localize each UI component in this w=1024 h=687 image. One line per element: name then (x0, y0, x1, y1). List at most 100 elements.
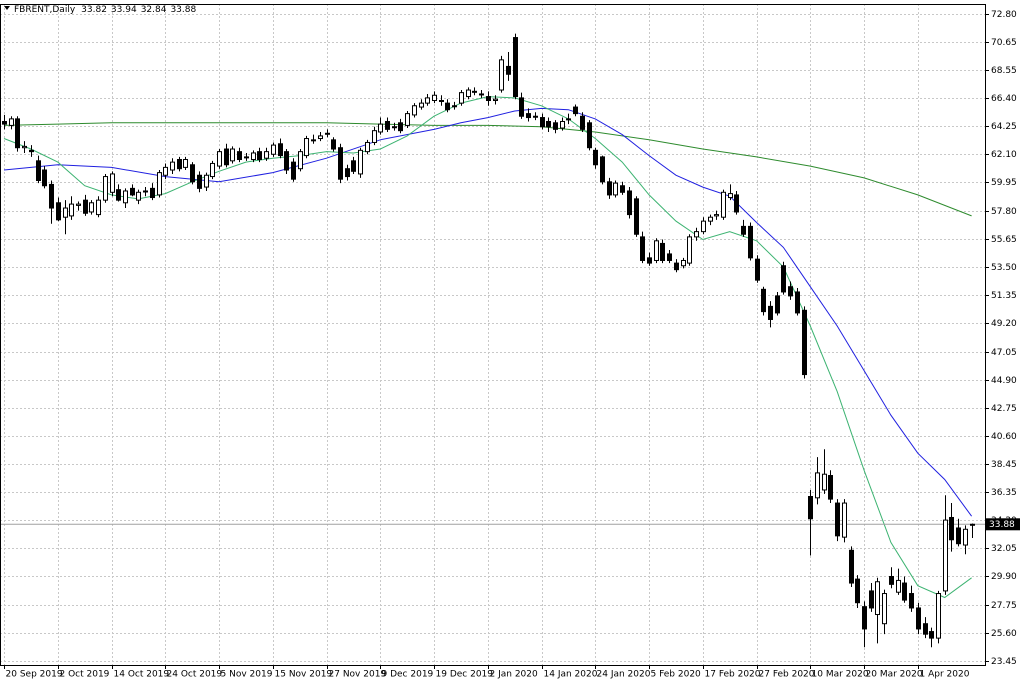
candle-body (849, 549, 854, 584)
candle-body (479, 93, 484, 96)
candle-body (116, 189, 121, 201)
candle-body (943, 519, 948, 592)
y-tick-label: 64.25 (991, 122, 1017, 132)
candle-body (755, 258, 760, 281)
candle-body (701, 220, 706, 233)
candle-body (29, 149, 34, 153)
x-tick-label: 24 Oct 2019 (167, 670, 223, 680)
candle-body (902, 582, 907, 601)
candle-body (956, 527, 961, 545)
candle-body (761, 288, 766, 313)
candle-body (130, 187, 135, 196)
candle-body (63, 207, 68, 218)
candle-body (694, 231, 699, 238)
candle-body (620, 185, 625, 193)
candle-body (613, 182, 618, 196)
candle-body (351, 160, 356, 172)
last-price-label: 33.88 (989, 520, 1015, 530)
candle-body (466, 89, 471, 98)
candle-body (452, 105, 457, 108)
candle-body (150, 187, 155, 199)
y-tick-label: 57.80 (991, 207, 1017, 217)
x-tick-label: 2 Oct 2019 (60, 670, 110, 680)
menu-icon (4, 6, 10, 10)
candle-body (600, 156, 605, 183)
candle-body (244, 156, 249, 159)
candle-body (378, 123, 383, 133)
candle-body (533, 115, 538, 118)
candle-body (445, 102, 450, 111)
candle-body (345, 168, 350, 178)
x-tick-label: 9 Dec 2019 (382, 670, 434, 680)
candle-body (49, 183, 54, 209)
y-tick-label: 51.35 (991, 291, 1017, 301)
candle-body (372, 130, 377, 143)
candle-body (472, 90, 477, 93)
axis-layer: 72.80 70.65 68.55 66.40 64.25 62.10 59.95 57.80… (4, 10, 1017, 680)
candle-body (385, 120, 390, 130)
candle-body (526, 113, 531, 119)
candle-body (157, 172, 162, 196)
header-close: 33.88 (170, 5, 196, 15)
candle-body (788, 286, 793, 297)
y-tick-label: 62.10 (991, 150, 1017, 160)
candle-body (815, 472, 820, 499)
y-tick-label: 66.40 (991, 94, 1017, 104)
x-tick-label: 27 Nov 2019 (329, 670, 387, 680)
candle-body (560, 120, 565, 129)
candle-body (687, 236, 692, 264)
moving-average-line (3, 122, 972, 217)
candle-body (237, 151, 242, 161)
candle-body (808, 496, 813, 520)
candle-body (230, 148, 235, 162)
candle-body (963, 528, 968, 546)
candle-body (708, 216, 713, 222)
candle-body (768, 305, 773, 320)
y-tick-label: 27.75 (991, 601, 1017, 611)
candle-body (660, 242, 665, 261)
candle-body (513, 37, 518, 98)
candle-body (251, 152, 256, 161)
x-tick-label: 15 Nov 2019 (275, 670, 333, 680)
candle-body (486, 96, 491, 102)
candle-body (36, 160, 41, 181)
candle-body (654, 240, 659, 261)
y-tick-label: 25.60 (991, 629, 1017, 639)
candle-body (264, 151, 269, 159)
x-tick-label: 5 Feb 2020 (651, 670, 702, 680)
candle-body (311, 139, 316, 142)
y-tick-label: 29.90 (991, 572, 1017, 582)
candle-body (325, 132, 330, 135)
candle-body (862, 606, 867, 630)
y-tick-label: 40.60 (991, 432, 1017, 442)
candle-body (217, 151, 222, 167)
candle-body (781, 265, 786, 293)
candle-body (640, 236, 645, 261)
candle-body (318, 135, 323, 140)
candle-body (83, 199, 88, 214)
candle-body (553, 122, 558, 130)
y-tick-label: 47.05 (991, 348, 1017, 358)
candle-body (936, 593, 941, 639)
candle-body (224, 148, 229, 166)
x-tick-label: 14 Oct 2019 (114, 670, 170, 680)
candle-body (909, 593, 914, 609)
y-tick-label: 55.65 (991, 235, 1017, 245)
candle-body (2, 120, 7, 125)
candle-body (842, 502, 847, 538)
candle-body (647, 257, 652, 264)
grid-layer (0, 4, 985, 665)
last-price-box (986, 518, 1020, 531)
candle-body (163, 166, 168, 176)
x-tick-label: 2 Jan 2020 (490, 670, 538, 680)
candle-body (566, 118, 571, 121)
candle-body (587, 122, 592, 149)
candle-body (425, 97, 430, 104)
candle-body (519, 97, 524, 117)
candle-body (284, 151, 289, 171)
candle-body (882, 593, 887, 625)
y-tick-label: 23.45 (991, 657, 1017, 667)
chart-title: FBRENT,Daily (14, 5, 76, 15)
candle-body (69, 203, 74, 217)
